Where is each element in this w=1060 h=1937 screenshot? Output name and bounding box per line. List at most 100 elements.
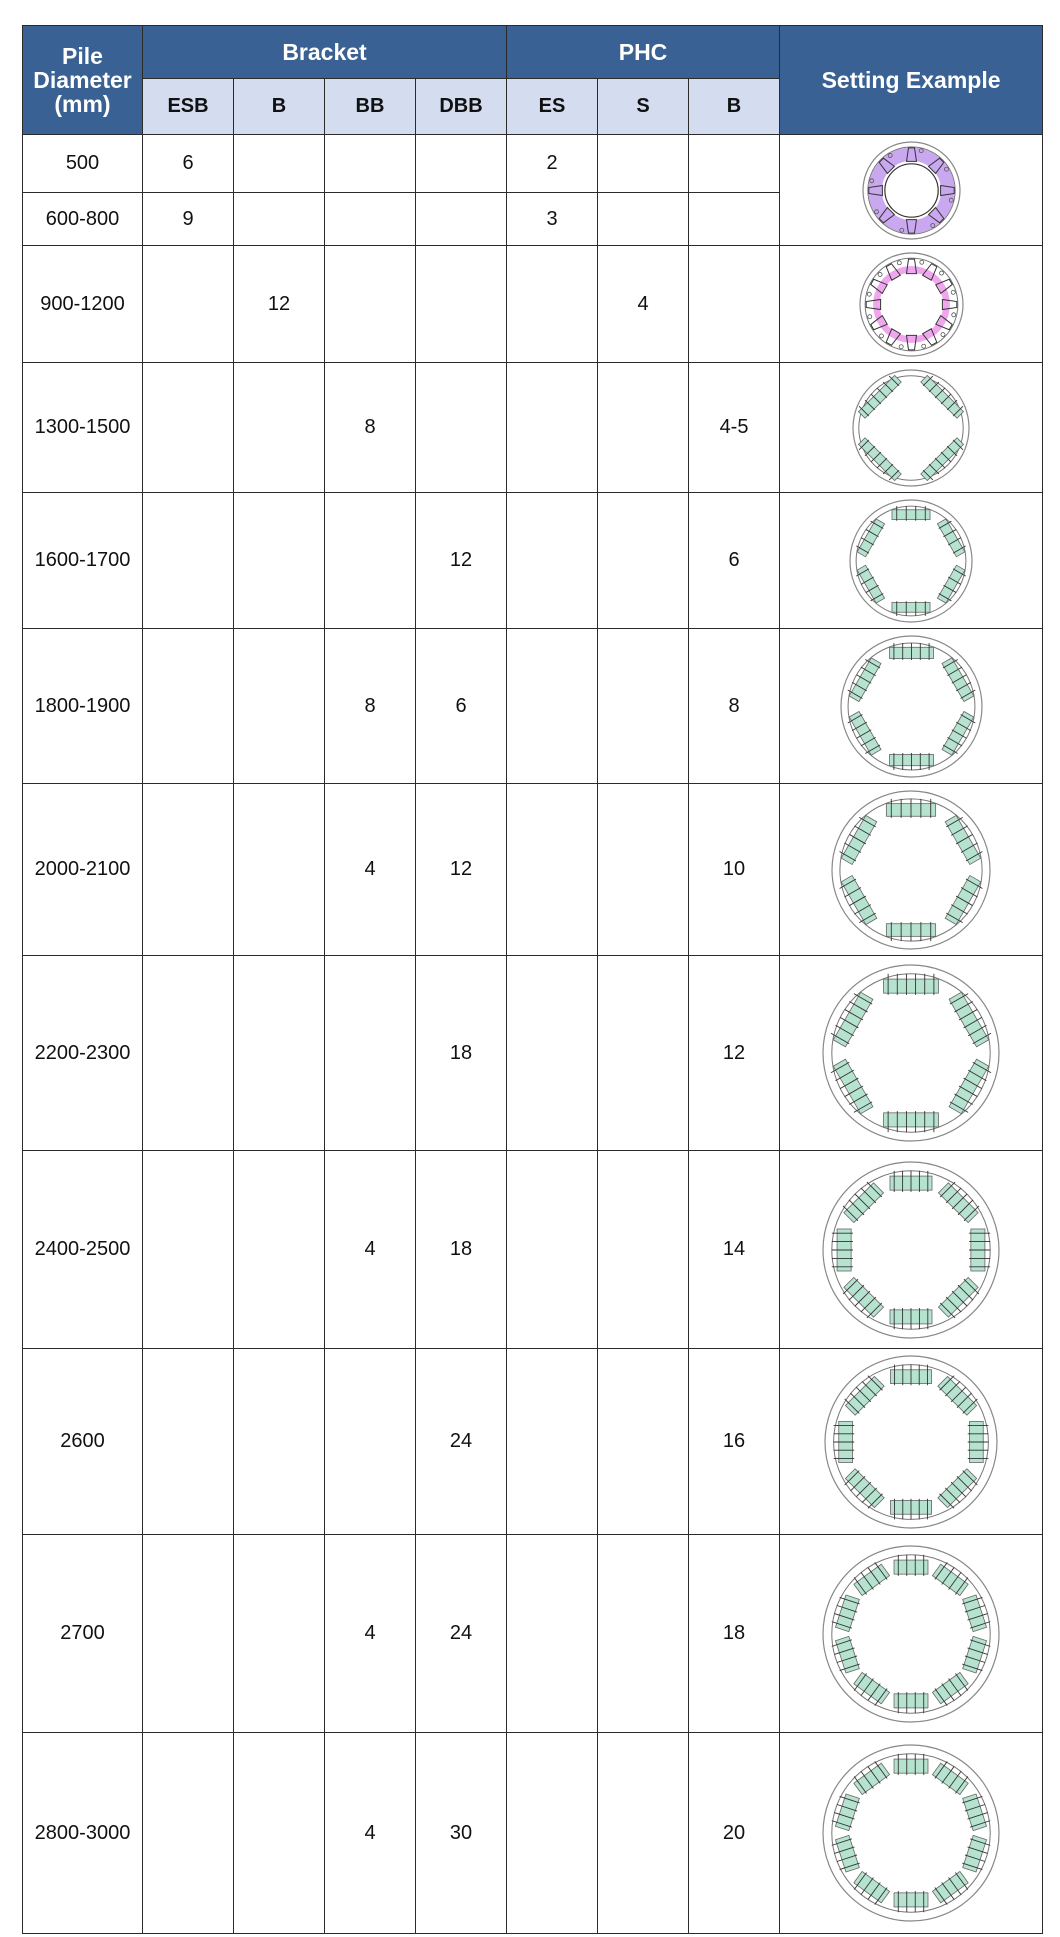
table-row: 2600 24 16 xyxy=(22,1348,1044,1535)
table-row: 1800-1900 8 6 8 xyxy=(22,628,1044,784)
pile-inner-ring xyxy=(864,257,958,351)
header-phc: PHC xyxy=(506,25,781,79)
count-cell-dbb xyxy=(414,134,508,193)
count-cell-s xyxy=(597,1150,690,1349)
count-cell-es xyxy=(506,628,599,784)
pile-outer-ring xyxy=(852,368,970,487)
table-row: 2000-2100 4 12 10 xyxy=(22,783,1044,956)
pile-setting-diagram xyxy=(831,789,991,950)
setting-example-cell xyxy=(779,1732,1044,1934)
bracket-block xyxy=(847,710,882,756)
count-cell-s: 4 xyxy=(597,245,690,363)
count-cell-b: 4-5 xyxy=(688,362,781,493)
bracket-block xyxy=(927,157,949,174)
count-cell-esb xyxy=(142,1732,234,1934)
pile-outer-ring xyxy=(822,1160,1000,1339)
pile-diameter-cell: 900-1200 xyxy=(22,245,143,363)
bracket-block xyxy=(878,152,895,174)
bracket-block xyxy=(905,146,924,162)
bracket-block xyxy=(891,505,931,521)
pile-outer-ring xyxy=(849,498,973,623)
setting-example-cell xyxy=(779,1150,1044,1349)
bracket-block xyxy=(898,334,917,350)
bracket-block xyxy=(969,1228,991,1271)
count-cell-b: 6 xyxy=(688,492,781,629)
bracket-block xyxy=(931,1761,969,1796)
table-row: 600-800 9 3 xyxy=(22,192,1043,246)
count-cell-s xyxy=(597,955,690,1151)
bracket-block xyxy=(842,1276,885,1318)
count-cell-es: 2 xyxy=(506,134,599,193)
bracket-block xyxy=(857,436,902,481)
bracket-block xyxy=(905,258,924,274)
count-cell-dbb xyxy=(414,245,508,363)
bracket-block xyxy=(962,1594,991,1632)
bracket-ring xyxy=(867,146,955,234)
count-cell-dbb: 18 xyxy=(414,955,508,1151)
setting-example-cell xyxy=(779,1534,1044,1733)
bracket-block xyxy=(866,313,888,330)
pile-inner-ring xyxy=(833,1363,989,1520)
bracket-block xyxy=(921,262,944,281)
bracket-block xyxy=(867,177,883,196)
pile-inner-ring xyxy=(831,973,991,1133)
count-cell-bb: 8 xyxy=(324,628,416,784)
count-cell-esb xyxy=(142,492,234,629)
pile-diameter-cell: 1300-1500 xyxy=(22,362,143,493)
count-cell-b xyxy=(688,245,781,363)
count-cell-es xyxy=(506,783,599,956)
count-cell-s xyxy=(597,783,690,956)
bracket-block xyxy=(934,278,956,295)
bracket-block xyxy=(948,991,992,1048)
bracket-block xyxy=(890,1498,932,1519)
count-cell-esb xyxy=(142,628,234,784)
count-cell-esb: 9 xyxy=(142,192,234,246)
subheader-s: S xyxy=(597,78,690,135)
bracket-block xyxy=(883,973,939,995)
count-cell-s xyxy=(597,628,690,784)
bracket-block xyxy=(941,710,976,756)
count-cell-dbb: 12 xyxy=(414,492,508,629)
header-pile-diameter: Pile Diameter (mm) xyxy=(22,25,143,135)
bracket-block xyxy=(891,600,931,616)
bracket-block xyxy=(941,656,976,702)
count-cell-b xyxy=(233,628,325,784)
bracket-block xyxy=(839,874,878,925)
count-cell-es xyxy=(506,1348,599,1535)
bracket-block xyxy=(890,1364,932,1385)
count-cell-s xyxy=(597,1534,690,1733)
bracket-block xyxy=(937,1276,980,1318)
bracket-block xyxy=(883,1111,939,1133)
setting-example-cell xyxy=(779,492,1044,629)
bracket-block xyxy=(888,752,934,770)
count-cell-dbb: 24 xyxy=(414,1348,508,1535)
bracket-block xyxy=(893,1891,929,1913)
pile-diameter-cell: 2400-2500 xyxy=(22,1150,143,1349)
count-cell-bb: 4 xyxy=(324,1534,416,1733)
bracket-block xyxy=(931,1870,969,1905)
bracket-block xyxy=(831,1635,860,1673)
count-cell-bb: 8 xyxy=(324,362,416,493)
pile-inner-ring xyxy=(839,797,983,942)
count-cell-esb xyxy=(142,245,234,363)
bracket-block xyxy=(869,271,888,294)
bracket-ring xyxy=(872,265,950,343)
bracket-block xyxy=(844,1467,885,1509)
bracket-block xyxy=(898,218,917,234)
count-cell-es: 3 xyxy=(506,192,599,246)
table-row: 500 6 2 xyxy=(22,134,1044,246)
count-cell-es xyxy=(506,1732,599,1934)
pile-bracket-table: Pile Diameter (mm) Bracket PHC Setting E… xyxy=(22,25,1044,1934)
pile-setting-diagram xyxy=(822,964,1000,1142)
table-row: 2400-2500 4 18 14 xyxy=(22,1150,1044,1349)
count-cell-dbb xyxy=(414,192,508,246)
count-cell-b xyxy=(233,362,325,493)
count-cell-es xyxy=(506,492,599,629)
table-row: 1300-1500 8 4-5 xyxy=(22,362,1044,493)
count-cell-dbb: 6 xyxy=(414,628,508,784)
setting-example-cell xyxy=(779,134,1044,246)
count-cell-bb: 4 xyxy=(324,1732,416,1934)
count-cell-b xyxy=(233,1150,325,1349)
count-cell-es xyxy=(506,245,599,363)
bracket-block xyxy=(920,374,965,419)
